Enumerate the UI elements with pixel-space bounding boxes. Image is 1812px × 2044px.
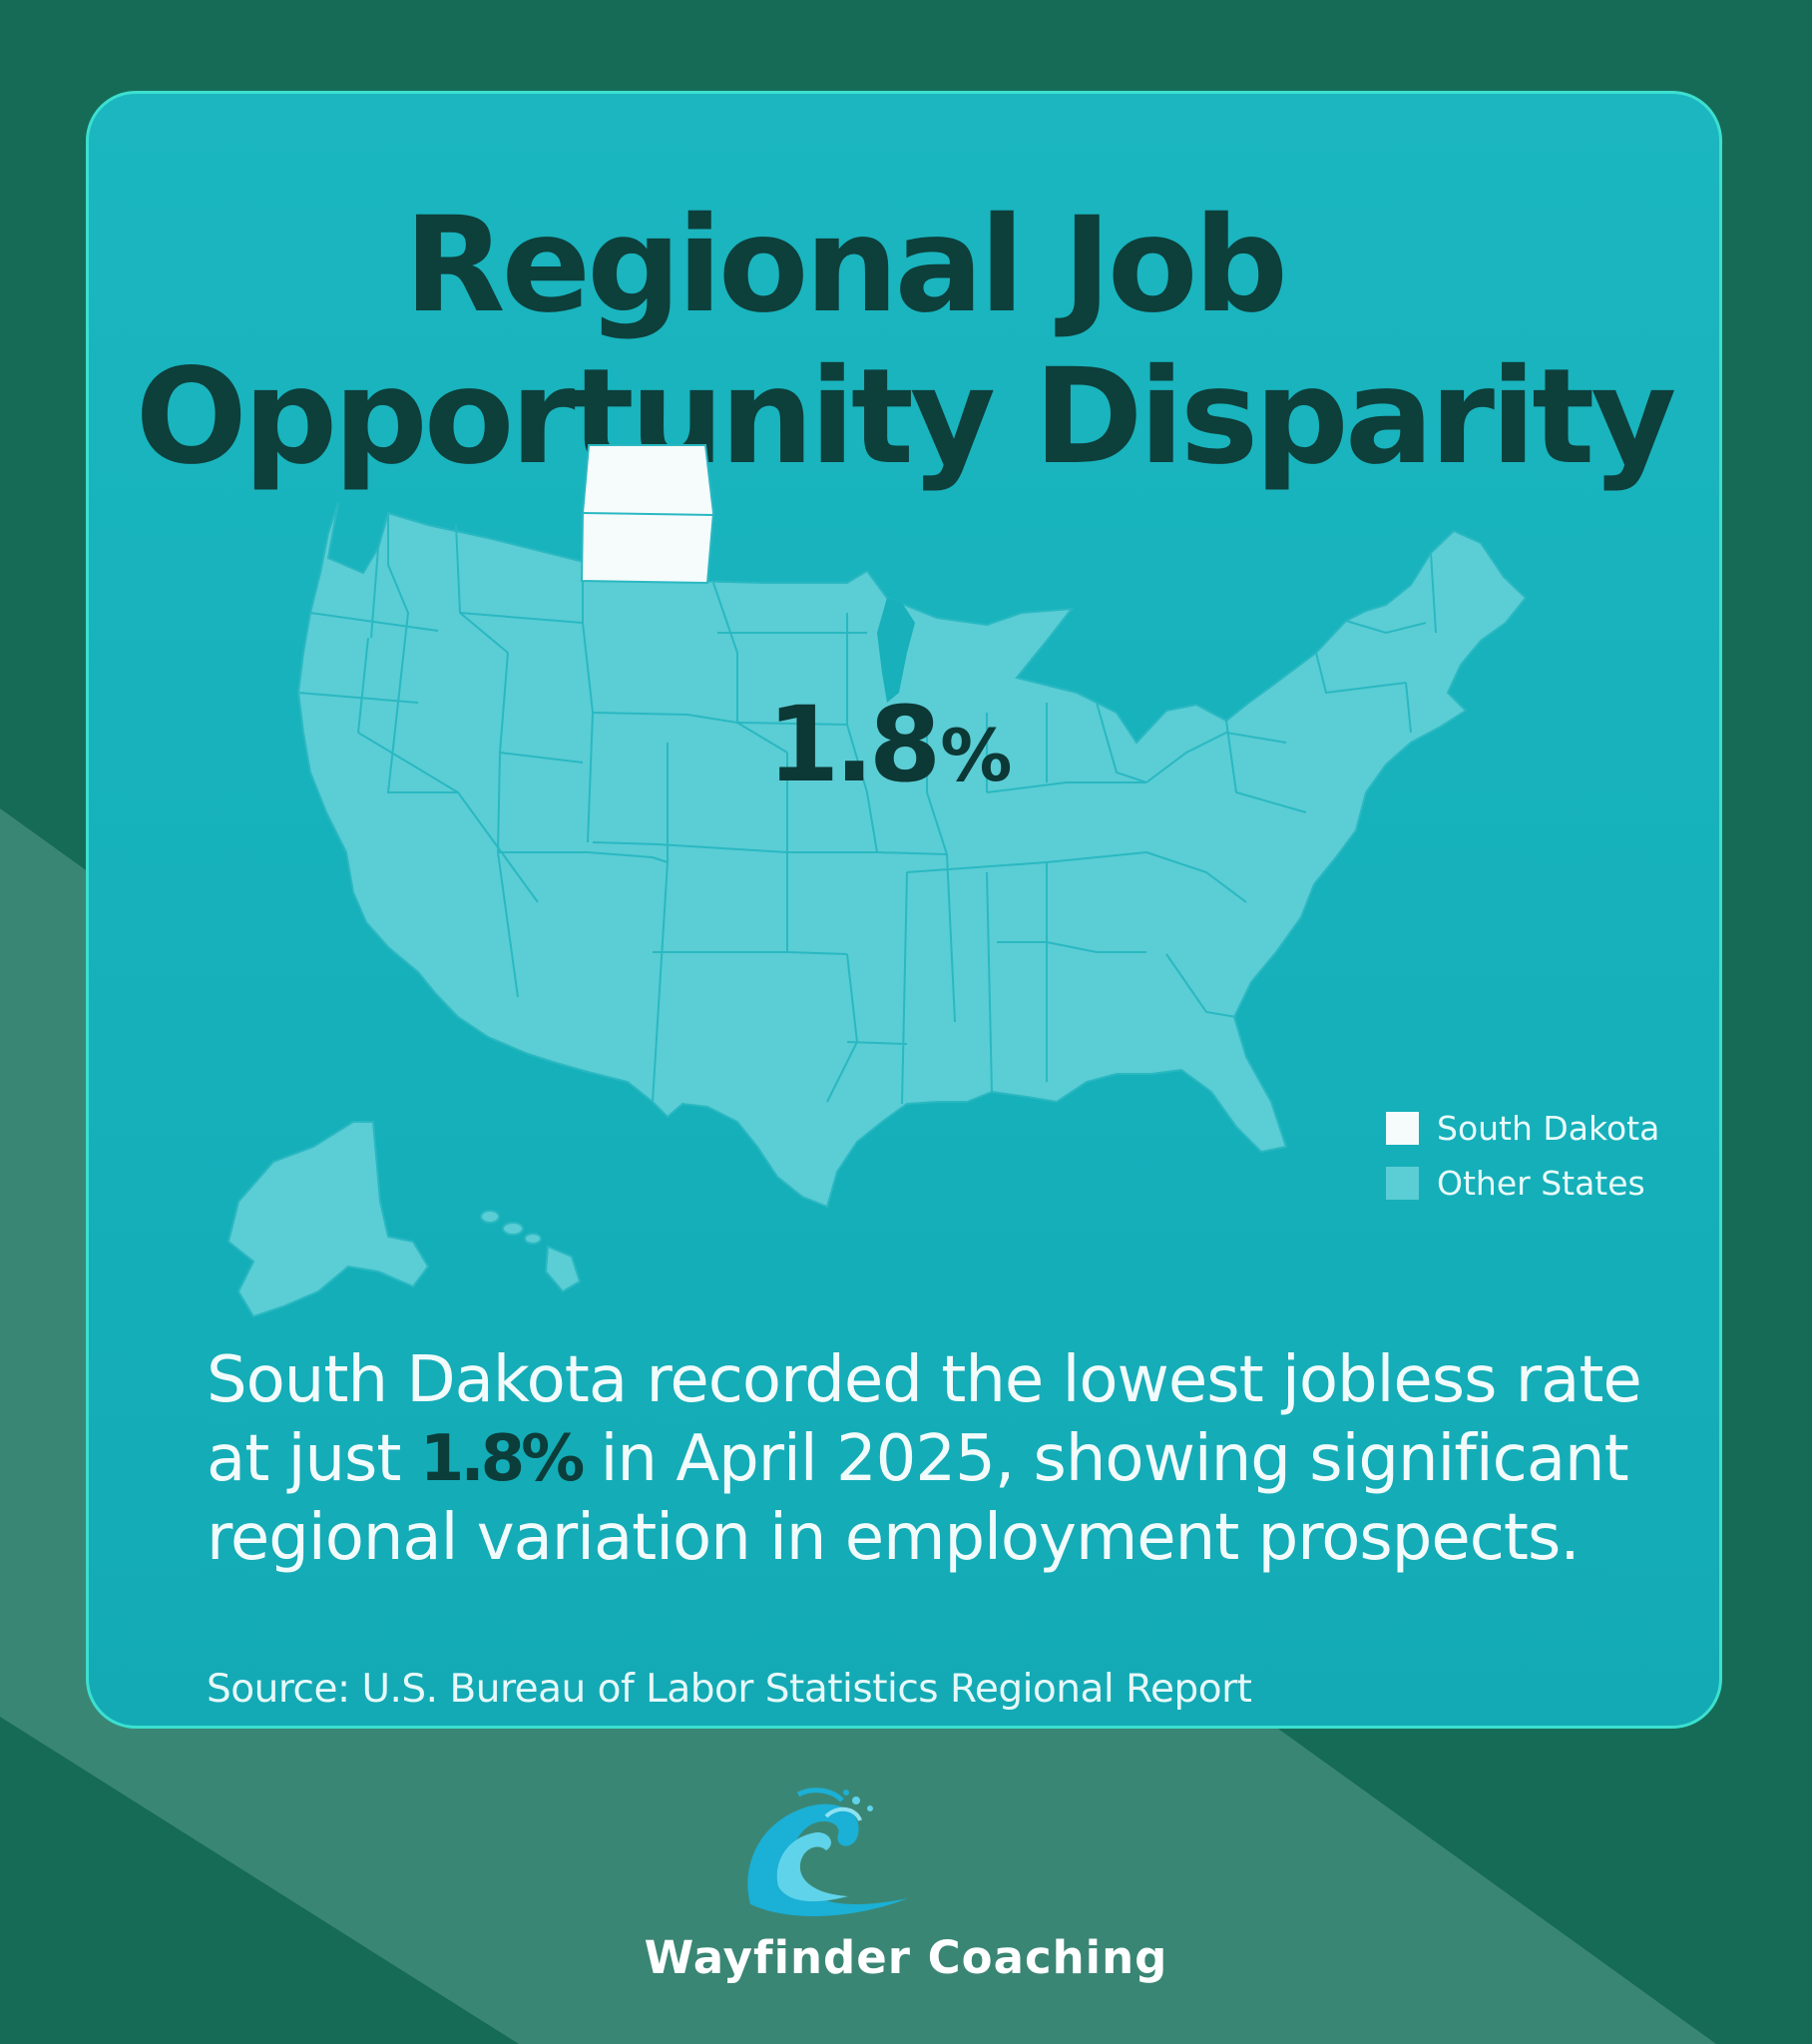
infographic-card: Regional Job Opportunity Disparity — [86, 91, 1722, 1729]
legend-label-south-dakota: South Dakota — [1437, 1108, 1660, 1148]
legend-label-other-states: Other States — [1437, 1163, 1645, 1203]
state-borders — [297, 513, 1437, 1105]
title-line-2: Opportunity Disparity — [135, 340, 1677, 494]
highlight-value-label: 1.8% — [767, 693, 1012, 796]
legend-item-other-states: Other States — [1386, 1163, 1659, 1203]
legend-swatch-south-dakota — [1386, 1111, 1419, 1145]
highlight-value: 1.8 — [767, 684, 941, 805]
summary-highlight: 1.8% — [419, 1422, 585, 1496]
legend-item-south-dakota: South Dakota — [1386, 1108, 1660, 1148]
map-legend: South Dakota Other States — [1386, 1108, 1660, 1220]
legend-swatch-other-states — [1386, 1166, 1419, 1200]
alaska — [226, 1121, 430, 1318]
dakota-divider — [582, 512, 714, 516]
contiguous-us — [296, 502, 1528, 1209]
highlight-unit: % — [940, 714, 1013, 797]
us-map — [226, 444, 1528, 1318]
wave-logo-icon — [747, 1788, 908, 1917]
summary-text: South Dakota recorded the lowest jobless… — [207, 1341, 1673, 1578]
page-title: Regional Job Opportunity Disparity — [89, 190, 1719, 493]
source-citation: Source: U.S. Bureau of Labor Statistics … — [207, 1667, 1252, 1712]
title-line-1: Regional Job — [403, 189, 1288, 342]
summary-before: South Dakota recorded the lowest jobless… — [207, 1343, 1642, 1496]
summary-after: in April 2025, showing significant regio… — [207, 1422, 1629, 1575]
hawaii — [480, 1210, 582, 1293]
brand-name: Wayfinder Coaching — [644, 1931, 1168, 1984]
lake-michigan — [877, 598, 915, 703]
